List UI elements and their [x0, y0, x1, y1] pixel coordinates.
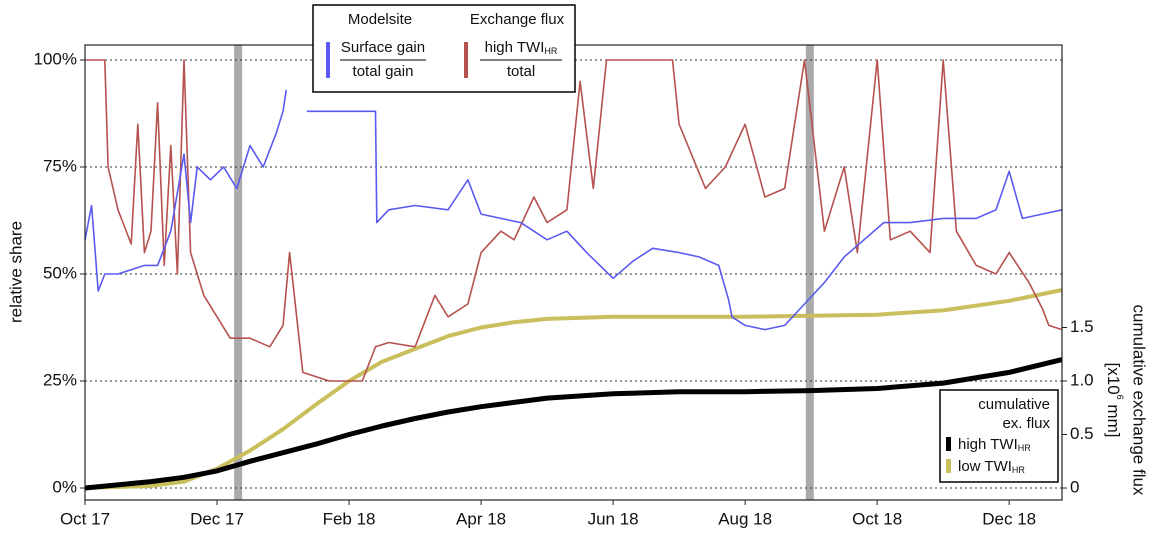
- legend-swatch: [464, 42, 468, 78]
- x-tick-label: Feb 18: [323, 509, 376, 528]
- legend-box: [312, 4, 576, 93]
- y2-tick-label: 0: [1070, 477, 1079, 496]
- legend-label: total: [507, 63, 535, 80]
- y2-label-part: [x10: [1104, 363, 1123, 395]
- legend-label: total gain: [353, 63, 414, 80]
- x-tick-label: Oct 18: [852, 509, 902, 528]
- series-line: [85, 59, 1063, 382]
- highlight-band: [234, 45, 243, 500]
- legend-label-part: low TWI: [958, 458, 1012, 475]
- x-tick-label: Dec 17: [190, 509, 244, 528]
- x-tick-label: Oct 17: [60, 509, 110, 528]
- legend-label: low TWIHR: [958, 458, 1025, 475]
- legend-box: [939, 389, 1059, 483]
- y2-tick-label: 1.5: [1070, 317, 1094, 336]
- legend-swatch: [326, 42, 330, 78]
- legend-label-sub: HR: [1012, 465, 1025, 475]
- legend-label: Surface gain: [341, 39, 425, 56]
- legend-label-part: high TWI: [958, 436, 1018, 453]
- x-tick-label: Jun 18: [588, 509, 639, 528]
- highlight-band: [805, 45, 814, 500]
- y2-axis-label: cumulative exchange flux: [1130, 305, 1149, 496]
- y2-label-sup: 6: [1115, 395, 1125, 400]
- series-line: [84, 357, 1063, 491]
- legend-label: high TWIHR: [958, 436, 1031, 453]
- plot-area: [84, 45, 1063, 500]
- y-axis-label: relative share: [6, 221, 25, 323]
- x-tick-label: Apr 18: [456, 509, 506, 528]
- series-line: [84, 89, 288, 292]
- y2-tick-label: 1.0: [1070, 370, 1094, 389]
- y-tick-label: 0%: [52, 477, 77, 496]
- legend-title: ex. flux: [1002, 415, 1050, 432]
- y2-tick-label: 0.5: [1070, 424, 1094, 443]
- legend-swatch: [946, 459, 951, 473]
- legend-label-sub: HR: [544, 46, 557, 56]
- legend-title: Exchange flux: [470, 11, 565, 28]
- plot-frame: [84, 44, 1063, 501]
- legend-label-part: high TWI: [485, 39, 545, 56]
- series-line: [306, 110, 1063, 331]
- legend-label-sub: HR: [1018, 443, 1031, 453]
- y-tick-label: 75%: [43, 156, 77, 175]
- x-tick-label: Aug 18: [718, 509, 772, 528]
- y-tick-label: 100%: [34, 49, 77, 68]
- legend-swatch: [946, 437, 951, 451]
- legend-bottom: cumulative ex. flux high TWIHR low TWIHR: [939, 389, 1059, 483]
- legend-title: Modelsite: [348, 11, 412, 28]
- legend-label: high TWIHR: [485, 39, 558, 56]
- x-tick-label: Dec 18: [982, 509, 1036, 528]
- legend-top: Modelsite Exchange flux Surface gain tot…: [312, 4, 576, 93]
- y2-axis-label: [x106 mm]: [1104, 363, 1125, 438]
- y-tick-label: 50%: [43, 263, 77, 282]
- y-tick-label: 25%: [43, 370, 77, 389]
- series-line: [84, 288, 1063, 490]
- legend-title: cumulative: [978, 396, 1050, 413]
- y2-label-part: mm]: [1104, 400, 1123, 438]
